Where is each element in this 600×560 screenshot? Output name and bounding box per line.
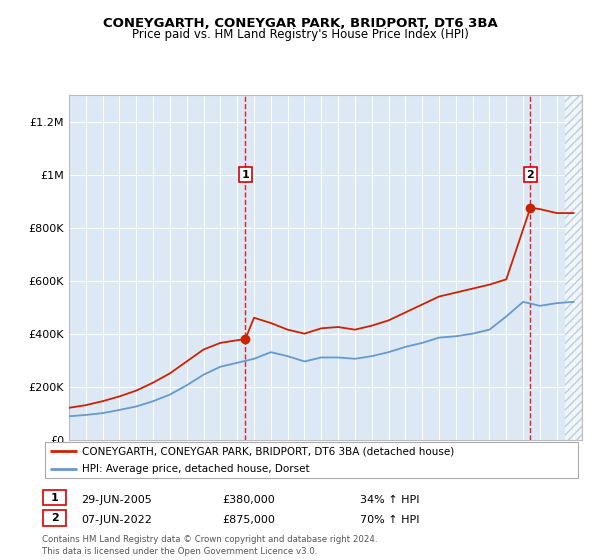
Text: Price paid vs. HM Land Registry's House Price Index (HPI): Price paid vs. HM Land Registry's House …: [131, 28, 469, 41]
Text: 2: 2: [51, 513, 58, 523]
FancyBboxPatch shape: [43, 491, 66, 505]
Text: £875,000: £875,000: [222, 515, 275, 525]
Text: CONEYGARTH, CONEYGAR PARK, BRIDPORT, DT6 3BA: CONEYGARTH, CONEYGAR PARK, BRIDPORT, DT6…: [103, 17, 497, 30]
Bar: [565, 95, 582, 440]
Text: £380,000: £380,000: [222, 494, 275, 505]
Text: HPI: Average price, detached house, Dorset: HPI: Average price, detached house, Dors…: [83, 464, 310, 474]
Text: 2: 2: [526, 170, 534, 180]
Text: Contains HM Land Registry data © Crown copyright and database right 2024.
This d: Contains HM Land Registry data © Crown c…: [42, 535, 377, 556]
FancyBboxPatch shape: [45, 442, 578, 478]
Text: 1: 1: [242, 170, 250, 180]
Text: 29-JUN-2005: 29-JUN-2005: [81, 494, 152, 505]
Text: CONEYGARTH, CONEYGAR PARK, BRIDPORT, DT6 3BA (detached house): CONEYGARTH, CONEYGAR PARK, BRIDPORT, DT6…: [83, 446, 455, 456]
Text: 34% ↑ HPI: 34% ↑ HPI: [360, 494, 419, 505]
Text: 07-JUN-2022: 07-JUN-2022: [81, 515, 152, 525]
Text: 70% ↑ HPI: 70% ↑ HPI: [360, 515, 419, 525]
Bar: [565, 95, 582, 440]
Text: 1: 1: [51, 493, 58, 503]
FancyBboxPatch shape: [43, 511, 66, 525]
